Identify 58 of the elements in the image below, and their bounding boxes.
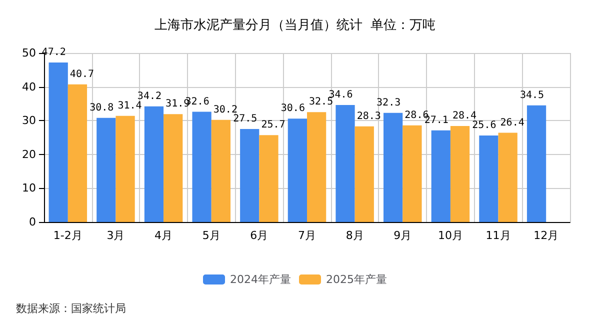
legend-label: 2024年产量 [230, 273, 292, 286]
y-tick-label: 30 [22, 114, 36, 128]
bar [240, 129, 260, 222]
data-label: 32.5 [309, 96, 334, 108]
data-label: 25.7 [261, 120, 286, 131]
bar [68, 84, 88, 222]
bar [402, 125, 422, 222]
bar [48, 62, 68, 222]
bar [144, 106, 164, 222]
data-label: 25.6 [472, 120, 496, 131]
x-tick-label: 10月 [438, 229, 463, 242]
data-label: 30.2 [213, 104, 238, 116]
bar [479, 135, 498, 222]
y-tick-label: 50 [22, 46, 36, 60]
bar [96, 118, 116, 222]
data-label: 34.2 [137, 90, 162, 102]
data-label: 30.8 [90, 102, 114, 114]
data-label: 34.5 [520, 90, 544, 101]
chart-title: 上海市水泥产量分月（当月值）统计 单位：万吨 [154, 18, 436, 33]
data-label: 26.4 [500, 117, 524, 128]
x-tick-label: 4月 [154, 229, 173, 242]
data-label: 31.4 [118, 100, 142, 112]
bar [192, 112, 212, 222]
y-tick-label: 40 [22, 80, 36, 94]
data-label: 30.6 [280, 103, 305, 114]
x-tick-label: 1-2月 [53, 229, 82, 242]
bar [259, 135, 278, 222]
x-tick-label: 5月 [202, 229, 220, 242]
bar [211, 120, 230, 222]
bar [354, 126, 374, 222]
source-note: 数据来源：国家统计局 [16, 302, 126, 315]
bar [384, 112, 403, 222]
x-tick-label: 11月 [486, 229, 511, 242]
data-label: 32.3 [376, 97, 401, 108]
x-tick-label: 12月 [534, 229, 559, 242]
x-tick-label: 8月 [346, 229, 364, 242]
legend-label: 2025年产量 [326, 273, 387, 286]
data-label: 40.7 [70, 68, 94, 80]
bar [116, 116, 135, 222]
bar [431, 130, 450, 222]
y-tick-label: 0 [29, 216, 36, 228]
data-label: 28.4 [452, 110, 477, 122]
bar [526, 105, 546, 222]
bar [288, 118, 307, 222]
bar [336, 105, 355, 222]
x-tick-label: 3月 [106, 229, 125, 242]
x-tick-label: 6月 [250, 229, 268, 242]
data-label: 47.2 [42, 46, 66, 58]
data-label: 28.3 [356, 110, 381, 122]
x-tick-label: 9月 [394, 229, 412, 242]
data-label: 27.5 [233, 114, 258, 125]
y-tick-label: 10 [22, 182, 36, 195]
bar [498, 132, 518, 222]
bar [450, 126, 470, 222]
x-tick-label: 7月 [298, 229, 316, 242]
y-tick-label: 20 [22, 148, 36, 161]
bar [307, 112, 326, 222]
bar [164, 114, 183, 222]
